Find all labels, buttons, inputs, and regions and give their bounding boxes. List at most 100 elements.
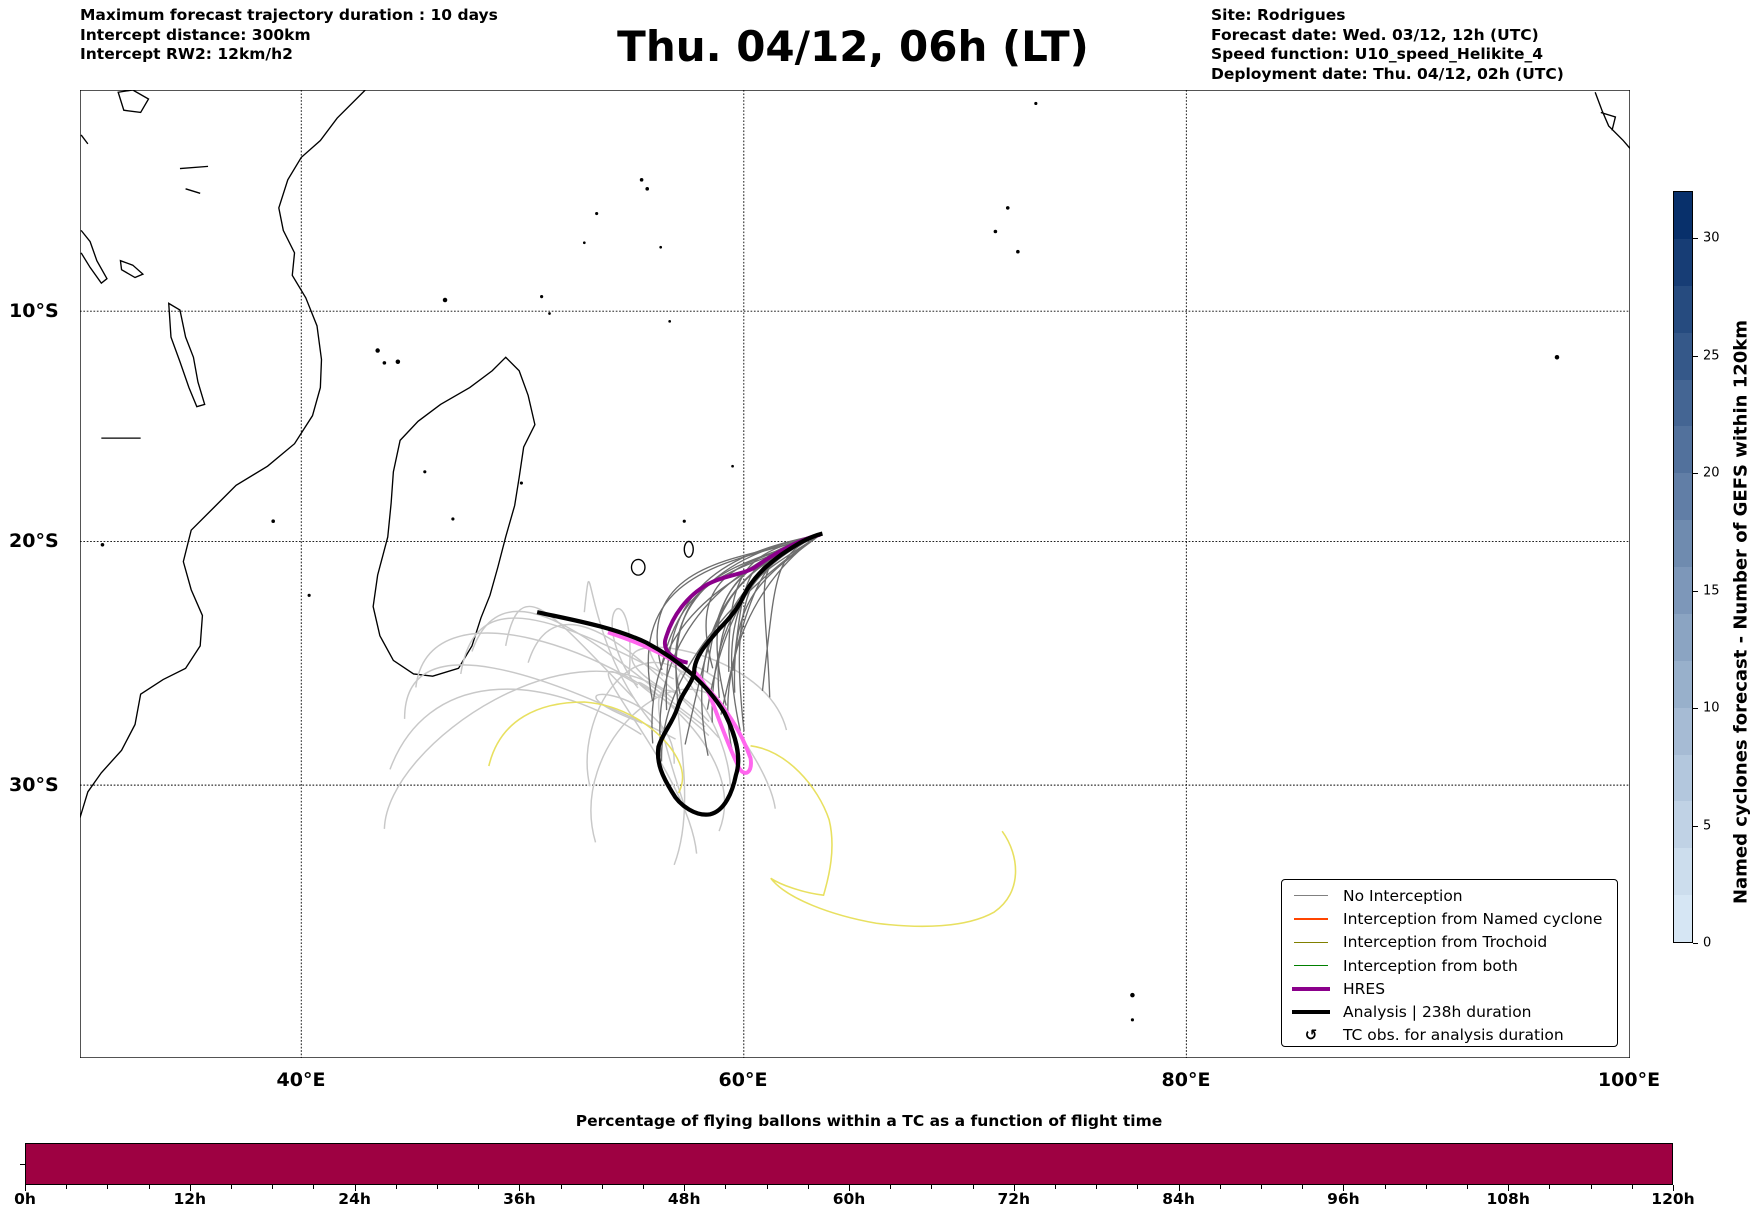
bar-minor-tick [437,1185,438,1189]
site-text: Site: Rodrigues [1211,6,1346,24]
bar-minor-tick [725,1185,727,1189]
colorbar-band [1674,707,1692,755]
bar-major-tick [1343,1185,1345,1191]
bar-minor-tick [1425,1185,1427,1189]
legend-item: Analysis | 238h duration [1282,1000,1617,1023]
colorbar-band [1674,192,1692,239]
coastlines [80,90,1630,818]
legend-line-swatch [1289,941,1333,943]
bar-tick-label: 48h [667,1190,701,1208]
flight-time-bar-title: Percentage of flying ballons within a TC… [575,1112,1163,1130]
flight-time-bar [25,1143,1673,1185]
bar-minor-tick [1055,1185,1056,1189]
bar-minor-tick [643,1185,644,1189]
ensemble-trajectory [389,688,642,770]
colorbar-tick [1693,943,1698,944]
bar-major-tick [1673,1185,1674,1191]
bar-major-tick [1013,1185,1015,1191]
hres-trajectory [662,532,821,665]
colorbar-tick-label: 30 [1703,230,1720,246]
mauritius-island [683,540,694,558]
lon-label-80e: 80°E [1161,1069,1211,1091]
colorbar-band [1674,567,1692,614]
colorbar-tick-label: 5 [1703,818,1712,833]
ensemble-trajectory [471,610,706,728]
forecast-date-text: Forecast date: Wed. 03/12, 12h (UTC) [1211,25,1539,44]
legend-label: TC obs. for analysis duration [1343,1026,1564,1045]
bar-minor-tick [1631,1185,1633,1189]
bar-minor-tick [107,1185,109,1189]
left-edge-islands [80,134,209,439]
bar-tick-label: 0h [14,1190,36,1208]
legend-label: Analysis | 238h duration [1343,1003,1532,1022]
bar-minor-tick [395,1185,397,1189]
bar-minor-tick [478,1185,480,1189]
bar-major-tick [25,1185,26,1191]
bar-tick-label: 96h [1327,1190,1360,1208]
ensemble-trajectory [403,664,676,740]
legend-item: HRES [1282,977,1617,1000]
colorbar-label: Named cyclones forecast - Number of GEFS… [1730,319,1752,905]
yellow-trajectory [750,745,1017,928]
colorbar-tick-label: 15 [1703,583,1720,598]
colorbar-band [1674,238,1692,286]
bar-major-tick [1508,1185,1510,1191]
bar-minor-tick [1590,1185,1592,1189]
legend-label: No Interception [1343,886,1463,905]
bar-minor-tick [560,1185,562,1189]
colorbar-tick-label: 20 [1703,465,1720,481]
bar-minor-tick [931,1185,933,1189]
colorbar-tick [1693,473,1698,474]
colorbar-band [1674,848,1692,896]
bar-tick-label: 24h [338,1190,371,1208]
bar-major-tick [684,1185,686,1191]
bar-minor-tick [1384,1185,1386,1189]
legend-item: Interception from Trochoid [1282,931,1617,954]
colorbar-tick [1693,825,1698,827]
ensemble-trajectory [638,681,726,832]
colorbar-band [1674,801,1692,849]
colorbar-band [1674,426,1692,474]
legend-item: No Interception [1282,884,1617,907]
bar-minor-tick [601,1185,603,1189]
lat-label-20s: 20°S [9,530,59,552]
bar-minor-tick [148,1185,150,1189]
speed-function-text: Speed function: U10_speed_Helikite_4 [1211,45,1544,63]
header-left: Maximum forecast trajectory duration : 1… [80,6,498,65]
bar-major-tick [849,1185,850,1191]
legend-label: Interception from Named cyclone [1343,909,1603,928]
header-right: Site: Rodrigues Forecast date: Wed. 03/1… [1211,6,1564,84]
bar-major-tick [1178,1185,1180,1191]
analysis-trajectory [536,531,823,817]
ensemble-trajectory [657,689,710,809]
ensemble-trajectory [586,661,699,787]
ensemble-trajectory [383,670,675,829]
yellow-trajectory [488,701,684,794]
bar-minor-tick [972,1185,974,1189]
ensemble-trajectory [607,671,698,854]
colorbar-tick-label: 10 [1703,700,1720,716]
colorbar-tick-label: 25 [1703,348,1720,363]
bar-minor-tick [1302,1185,1304,1189]
colorbar-band [1674,754,1692,802]
bar-minor-tick [1096,1185,1098,1189]
colorbar-band [1674,895,1692,942]
legend-line-swatch [1289,895,1333,897]
bar-minor-tick [313,1185,315,1189]
legend-label: HRES [1343,979,1386,998]
bar-major-tick [354,1185,356,1191]
colorbar-band [1674,660,1692,708]
bar-tick-label: 36h [503,1190,536,1208]
map-legend: No Interception Interception from Named c… [1281,879,1618,1047]
colorbar-band [1674,613,1692,661]
bar-minor-tick [1467,1185,1468,1189]
deployment-date-text: Deployment date: Thu. 04/12, 02h (UTC) [1211,64,1564,83]
colorbar-tick [1693,238,1698,239]
ensemble-trajectory [631,646,788,731]
legend-line-swatch [1289,918,1333,920]
bar-minor-tick [890,1185,892,1189]
sumatra-coast [1594,92,1630,149]
colorbar-tick-label: 0 [1703,935,1712,951]
colorbar-tick [1693,355,1698,357]
ensemble-trajectory [527,623,720,739]
